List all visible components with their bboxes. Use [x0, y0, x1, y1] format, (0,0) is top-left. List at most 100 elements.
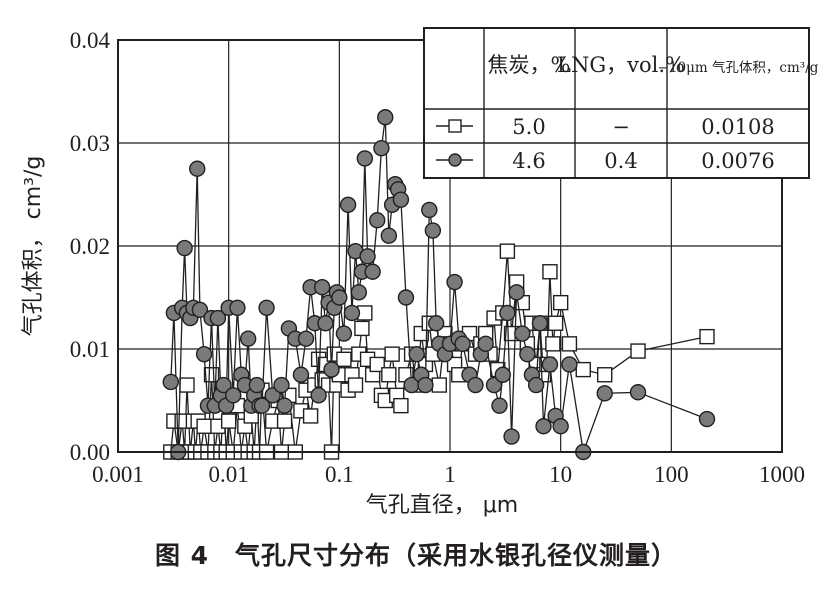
circle-point — [392, 191, 410, 208]
legend-header-lng: LNG，vol.% — [557, 53, 685, 77]
circle-point — [531, 315, 549, 332]
circle-point — [313, 279, 331, 296]
x-axis-title: 气孔直径， μm — [366, 493, 518, 518]
x-tick-label: 0.01 — [209, 462, 249, 487]
circle-point — [331, 289, 348, 306]
legend-row1-lng: − — [612, 115, 630, 139]
x-tick-label: 1000 — [759, 462, 805, 487]
circle-point — [491, 397, 508, 414]
y-tick-label: 0.02 — [70, 234, 110, 259]
circle-point — [527, 376, 545, 394]
circle-point — [369, 212, 386, 229]
legend-row2-coke: 4.6 — [512, 149, 545, 173]
circle-point — [359, 248, 376, 265]
circle-point — [297, 330, 315, 347]
circle-point — [485, 376, 503, 394]
circle-point — [421, 201, 438, 219]
circle-point — [698, 410, 716, 428]
circle-point — [373, 139, 390, 157]
circle-point — [248, 376, 266, 394]
circle-point — [176, 239, 193, 257]
circle-point — [215, 376, 232, 394]
circle-point — [561, 356, 578, 373]
circle-point — [339, 196, 357, 214]
y-axis-title: 气孔体积， cm³/g — [21, 156, 46, 337]
legend-frame — [423, 27, 810, 179]
circle-point — [454, 335, 471, 353]
circle-point — [209, 309, 227, 327]
circle-point — [191, 301, 209, 319]
square-point — [381, 367, 397, 383]
square-point — [203, 367, 220, 383]
circle-point — [162, 373, 180, 391]
series-layer — [162, 109, 716, 461]
circle-point — [503, 428, 520, 445]
circle-point — [264, 387, 281, 404]
square-point — [384, 346, 400, 362]
circle-point — [424, 222, 442, 239]
square-point — [561, 336, 578, 352]
circle-series — [162, 109, 716, 461]
y-tick-label: 0.00 — [70, 440, 110, 465]
x-tick-label: 1 — [444, 462, 456, 487]
square-point — [431, 377, 447, 393]
circle-point — [417, 376, 434, 394]
pore-size-chart: 0.001 0.01 0.1 1 10 100 1000 0.00 0.01 0.02 0.03 0.… — [21, 27, 819, 518]
square-point — [302, 408, 319, 424]
circle-point — [189, 160, 206, 177]
square-point — [393, 397, 409, 414]
square-point — [196, 418, 212, 434]
circle-point — [292, 366, 310, 383]
circle-point — [253, 397, 271, 414]
circle-point — [596, 385, 613, 402]
circle-point — [477, 335, 494, 353]
square-point — [575, 361, 591, 378]
circle-point — [377, 109, 394, 126]
circle-point — [499, 304, 516, 322]
circle-point — [229, 299, 246, 316]
y-tick-label: 0.04 — [70, 28, 111, 53]
legend-row1-volume: 0.0108 — [701, 115, 774, 139]
legend-table: 焦炭，% LNG，vol.% −10μm 气孔体积，cm³/g 5.0 − 0.… — [423, 27, 819, 179]
legend-background — [424, 28, 809, 178]
circle-point — [195, 345, 213, 363]
circle-point — [519, 345, 536, 363]
square-point — [597, 367, 613, 383]
legend-header-volume: −10μm 气孔体积，cm³/g — [658, 60, 819, 76]
circle-point — [446, 273, 463, 291]
square-point — [699, 328, 715, 345]
square-point — [542, 264, 558, 280]
legend-header-coke: 焦炭，% — [488, 53, 571, 77]
square-point — [630, 343, 646, 359]
circle-point — [541, 356, 559, 373]
circle-point — [535, 418, 552, 435]
circle-point — [467, 376, 484, 394]
y-tick-label: 0.01 — [70, 337, 110, 362]
circle-point — [225, 387, 242, 404]
circle-point — [335, 325, 353, 342]
circle-point — [276, 397, 293, 414]
legend-row2-lng: 0.4 — [604, 149, 637, 173]
circle-point — [350, 284, 368, 301]
circle-point — [514, 325, 531, 342]
square-point — [276, 413, 293, 429]
circle-point — [380, 227, 398, 244]
circle-point — [397, 289, 415, 306]
square-point — [552, 294, 569, 311]
x-tick-label: 100 — [654, 462, 689, 487]
circle-point — [364, 263, 381, 280]
circle-point — [408, 345, 425, 363]
circle-point — [258, 299, 275, 316]
circle-point — [427, 315, 445, 332]
y-tick-label: 0.03 — [70, 131, 110, 156]
tick-labels: 0.001 0.01 0.1 1 10 100 1000 0.00 0.01 0.02 0.03 0.… — [70, 28, 805, 487]
square-point — [547, 315, 564, 331]
legend-square-marker — [436, 119, 473, 133]
circle-point — [317, 315, 334, 332]
square-point — [179, 377, 195, 393]
circle-point — [494, 366, 512, 383]
square-point — [499, 243, 516, 259]
circle-point — [239, 330, 257, 347]
circle-point — [323, 361, 340, 378]
square-point — [220, 413, 237, 429]
